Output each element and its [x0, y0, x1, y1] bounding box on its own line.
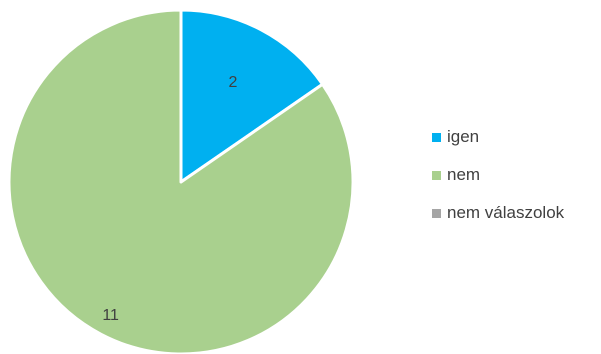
- data-label-igen: 2: [229, 74, 238, 91]
- legend-swatch-igen: [432, 132, 441, 142]
- legend-label-nem: nem: [447, 165, 481, 184]
- legend-item-nem: nem: [432, 162, 564, 188]
- legend-label-nem-valaszolok: nem válaszolok: [447, 203, 565, 222]
- legend: igen nem nem válaszolok: [432, 124, 564, 238]
- pie-slice-igen: [179, 8, 325, 184]
- legend-swatch-nem: [432, 170, 441, 180]
- pie-slices: [7, 8, 355, 354]
- legend-item-igen: igen: [432, 124, 564, 150]
- pie-slice-nem: [7, 8, 355, 354]
- legend-label-igen: igen: [447, 127, 480, 146]
- data-label-nem: 11: [102, 307, 119, 324]
- legend-item-nem-valaszolok: nem válaszolok: [432, 200, 564, 226]
- legend-swatch-nem-valaszolok: [432, 208, 441, 218]
- pie-data-labels: 2 11: [102, 74, 237, 324]
